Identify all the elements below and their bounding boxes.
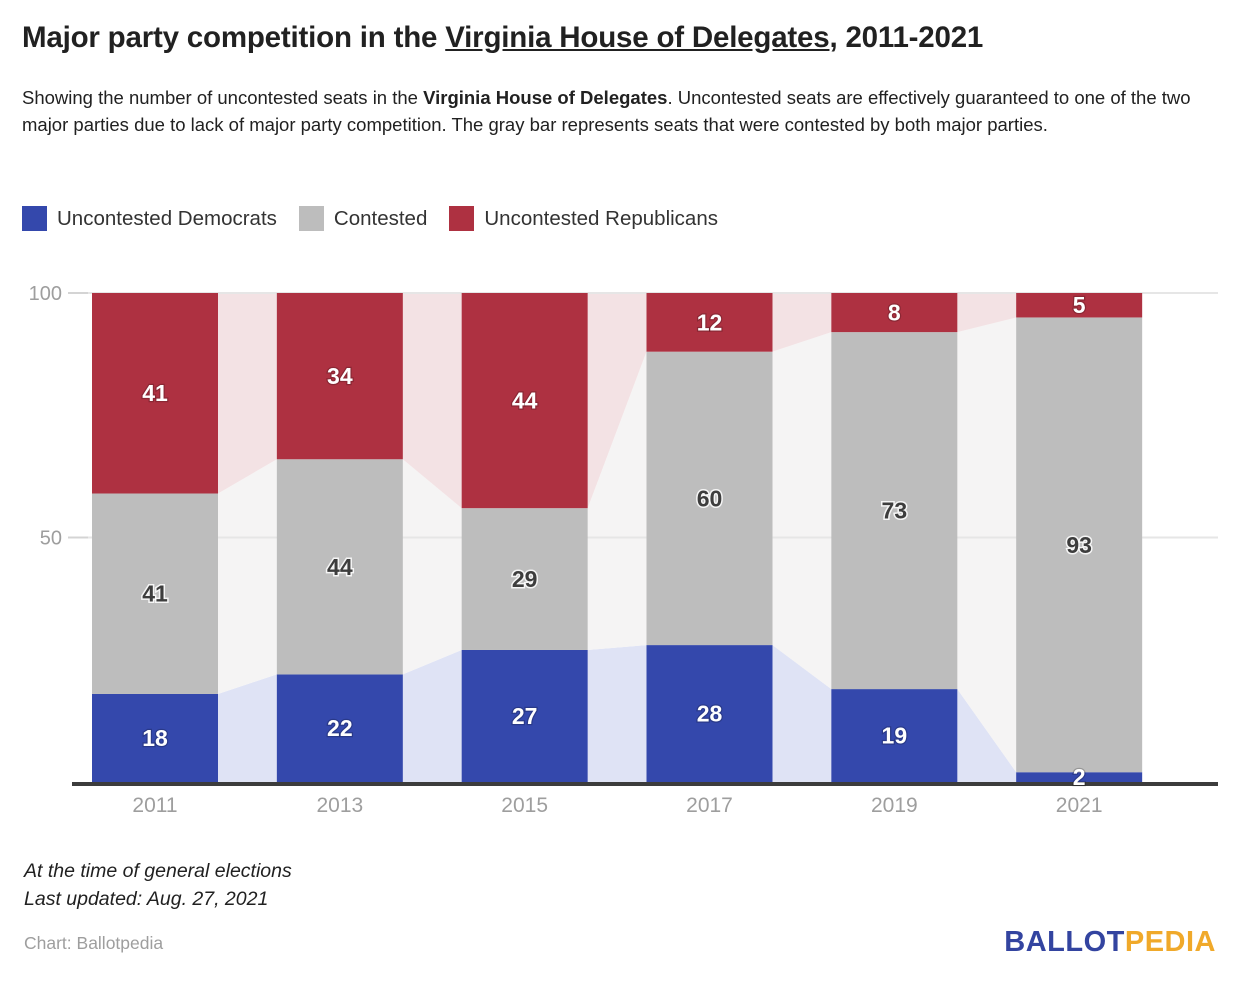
bar-value-label: 73 [882, 498, 908, 524]
x-tick-label: 2017 [686, 794, 733, 817]
bar-value-label: 60 [697, 485, 723, 511]
bar-value-label: 93 [1066, 532, 1092, 558]
ballotpedia-logo[interactable]: BALLOTPEDIA [1004, 926, 1216, 959]
legend-item[interactable]: Uncontested Republicans [449, 206, 718, 231]
bar-value-label: 34 [327, 363, 353, 389]
bar-value-label: 2 [1073, 764, 1086, 790]
bar-value-labels: 18 22 27 28 19 2 41 44 29 60 73 93 41 34 44 12 8 5 [141, 291, 1094, 791]
legend-swatch-icon [449, 206, 475, 231]
flow-ribbon [957, 317, 1017, 773]
legend-item-label: Uncontested Republicans [484, 206, 718, 230]
title-link[interactable]: Virginia House of Delegates [445, 21, 830, 54]
bar-value-label: 5 [1073, 292, 1086, 318]
x-tick-label: 2019 [871, 794, 918, 817]
bar-value-label: 18 [142, 725, 168, 751]
flow-ribbon [772, 293, 832, 352]
flow-ribbon [772, 645, 832, 782]
bar-segment[interactable] [831, 689, 958, 782]
bar-value-label: 28 [697, 701, 723, 727]
flow-ribbon [772, 332, 832, 690]
bar-segments [92, 293, 1143, 782]
subtitle-part-2: . Uncontested seats are effectively guar… [22, 87, 1191, 136]
bar-segment[interactable] [92, 293, 218, 494]
bar-value-label: 8 [888, 300, 901, 326]
bar-segment[interactable] [1016, 772, 1143, 782]
flow-ribbon [218, 674, 277, 782]
footnote-line-1: At the time of general elections [24, 860, 292, 882]
legend-swatch-icon [298, 206, 324, 231]
flow-ribbon [218, 459, 277, 694]
footnote-line-2: Last updated: Aug. 27, 2021 [24, 888, 269, 911]
bar-value-label: 12 [697, 309, 723, 335]
y-axis: 50 100 [29, 283, 88, 550]
bar-segment[interactable] [831, 332, 958, 690]
bar-segment[interactable] [646, 351, 773, 646]
bar-segment[interactable] [831, 293, 958, 333]
page-subtitle: Showing the number of uncontested seats … [22, 84, 1218, 139]
subtitle-emphasis: Virginia House of Delegates [423, 87, 668, 108]
bar-segment[interactable] [646, 645, 773, 782]
legend-item[interactable]: Contested [298, 206, 428, 231]
title-suffix: , 2011-2021 [829, 21, 984, 54]
y-tick-label: 50 [40, 528, 62, 550]
bar-segment[interactable] [276, 293, 403, 460]
flow-ribbon [402, 649, 462, 782]
bar-segment[interactable] [646, 293, 773, 352]
legend-item[interactable]: Uncontested Democrats [22, 206, 277, 231]
flow-ribbon [587, 351, 647, 650]
bar-segment[interactable] [1016, 293, 1143, 318]
bar-segment[interactable] [276, 674, 403, 782]
bar-segment[interactable] [461, 508, 588, 650]
bar-value-label: 44 [512, 388, 538, 414]
chart-footnote: At the time of general elections Last up… [24, 857, 292, 914]
flow-ribbon [218, 293, 277, 494]
gridlines [72, 292, 1218, 539]
bar-segment[interactable] [92, 693, 218, 782]
y-tick-label: 100 [29, 283, 62, 305]
bar-value-label: 29 [512, 566, 538, 592]
flow-ribbons [218, 293, 1017, 782]
bar-value-label: 41 [142, 380, 168, 406]
subtitle-part-1: Showing the number of uncontested seats … [22, 87, 424, 108]
chart-source: Chart: Ballotpedia [24, 933, 164, 953]
bar-value-label: 19 [882, 723, 908, 749]
bar-value-label: 27 [512, 703, 538, 729]
bar-segment[interactable] [461, 649, 588, 782]
bar-segment[interactable] [1016, 317, 1143, 773]
legend-item-label: Contested [333, 206, 428, 230]
page-title: Major party competition in the Virginia … [22, 20, 1218, 57]
bar-value-label: 41 [142, 581, 168, 607]
flow-ribbon [587, 293, 647, 509]
bar-value-label: 22 [327, 715, 353, 741]
flow-ribbon [587, 645, 647, 782]
legend-item-label: Uncontested Democrats [57, 206, 277, 230]
x-tick-label: 2021 [1056, 794, 1103, 817]
bar-value-label: 44 [327, 554, 353, 580]
flow-ribbon [402, 293, 462, 509]
x-tick-label: 2011 [132, 794, 177, 817]
flow-ribbon [402, 459, 462, 675]
x-axis: 2011 2013 2015 2017 2019 2021 [132, 794, 1102, 817]
x-tick-label: 2013 [316, 794, 363, 817]
flow-ribbon [957, 293, 1017, 333]
x-tick-label: 2015 [501, 794, 548, 817]
flow-ribbon [957, 689, 1017, 782]
logo-text-ballot: BALLOT [1004, 926, 1125, 958]
logo-text-pedia: PEDIA [1124, 926, 1216, 958]
chart-legend: Uncontested Democrats Contested Unconteste… [22, 206, 740, 231]
bar-segment[interactable] [461, 293, 588, 509]
bar-segment[interactable] [276, 459, 403, 675]
legend-swatch-icon [22, 206, 47, 231]
bar-segment[interactable] [92, 493, 218, 694]
title-prefix: Major party competition in the [22, 21, 446, 54]
